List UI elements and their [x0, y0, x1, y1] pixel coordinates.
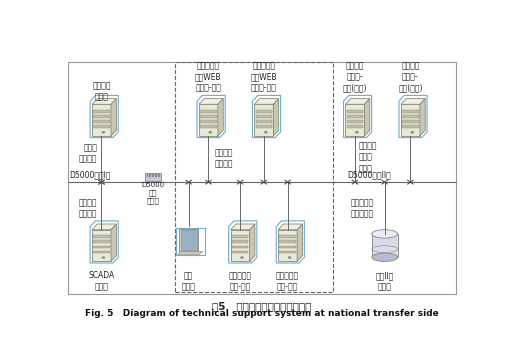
- Polygon shape: [401, 98, 425, 104]
- Polygon shape: [420, 98, 425, 136]
- Polygon shape: [230, 230, 249, 261]
- Circle shape: [288, 256, 291, 259]
- Text: 计划结果
校核调
整结果: 计划结果 校核调 整结果: [359, 142, 378, 173]
- Polygon shape: [278, 224, 303, 230]
- Polygon shape: [94, 246, 110, 248]
- Polygon shape: [200, 120, 217, 123]
- Polygon shape: [181, 230, 197, 250]
- Polygon shape: [145, 173, 161, 181]
- Polygon shape: [94, 125, 110, 128]
- Text: 计划测试服
务器-备机: 计划测试服 务器-备机: [276, 271, 299, 291]
- Polygon shape: [280, 246, 296, 248]
- Polygon shape: [256, 110, 272, 113]
- Polygon shape: [94, 120, 110, 123]
- Polygon shape: [256, 120, 272, 123]
- Polygon shape: [278, 230, 297, 261]
- Ellipse shape: [372, 253, 398, 261]
- Polygon shape: [94, 115, 110, 118]
- Polygon shape: [187, 251, 191, 253]
- Ellipse shape: [372, 229, 398, 238]
- Polygon shape: [218, 98, 223, 136]
- Polygon shape: [402, 110, 419, 113]
- Polygon shape: [280, 241, 296, 243]
- Polygon shape: [200, 110, 217, 113]
- Polygon shape: [347, 125, 363, 128]
- Polygon shape: [155, 174, 157, 178]
- Polygon shape: [92, 104, 111, 136]
- Text: SCADA
服务器: SCADA 服务器: [88, 271, 114, 291]
- Circle shape: [411, 131, 414, 133]
- Polygon shape: [92, 224, 117, 230]
- Text: 计划校核
服务器-
主机(已有): 计划校核 服务器- 主机(已有): [343, 61, 367, 92]
- Polygon shape: [256, 125, 272, 128]
- Polygon shape: [232, 236, 248, 238]
- Circle shape: [240, 256, 244, 259]
- Polygon shape: [347, 120, 363, 123]
- Polygon shape: [280, 236, 296, 238]
- Circle shape: [102, 256, 105, 259]
- Polygon shape: [92, 230, 111, 261]
- Polygon shape: [111, 98, 117, 136]
- Text: 网络信息
量测信息: 网络信息 量测信息: [79, 198, 98, 218]
- Polygon shape: [347, 115, 363, 118]
- Text: Fig. 5   Diagram of technical support system at national transfer side: Fig. 5 Diagram of technical support syst…: [85, 309, 439, 318]
- Text: 市场数据存
储计量信息: 市场数据存 储计量信息: [351, 198, 374, 218]
- Polygon shape: [256, 115, 272, 118]
- Polygon shape: [249, 224, 255, 261]
- Polygon shape: [345, 98, 370, 104]
- Text: 图5   国调侧技术支持系统结构图: 图5 国调侧技术支持系统结构图: [212, 301, 312, 311]
- Circle shape: [264, 131, 267, 133]
- Text: 测试
工作站: 测试 工作站: [182, 271, 196, 291]
- Text: D5000
安全
交换机: D5000 安全 交换机: [142, 182, 165, 204]
- Text: D5000安全I网: D5000安全I网: [69, 170, 110, 179]
- Polygon shape: [401, 104, 420, 136]
- Circle shape: [355, 131, 358, 133]
- Polygon shape: [200, 115, 217, 118]
- Polygon shape: [372, 234, 398, 257]
- Polygon shape: [273, 98, 278, 136]
- Polygon shape: [280, 251, 296, 253]
- Polygon shape: [200, 125, 217, 128]
- Polygon shape: [178, 251, 203, 255]
- Text: 日内调度
服务器: 日内调度 服务器: [92, 82, 111, 102]
- Text: 计划测试服
务器-主机: 计划测试服 务器-主机: [228, 271, 252, 291]
- Polygon shape: [199, 104, 218, 136]
- Text: 跨省区现货
市场WEB
服务器-备机: 跨省区现货 市场WEB 服务器-备机: [250, 61, 277, 92]
- Polygon shape: [158, 174, 159, 178]
- Polygon shape: [347, 110, 363, 113]
- Polygon shape: [94, 110, 110, 113]
- Polygon shape: [402, 115, 419, 118]
- Polygon shape: [345, 104, 364, 136]
- Polygon shape: [92, 98, 117, 104]
- Polygon shape: [147, 174, 148, 178]
- Polygon shape: [179, 229, 198, 251]
- Polygon shape: [94, 251, 110, 253]
- Text: 市场出清
结算信息: 市场出清 结算信息: [215, 149, 233, 169]
- Circle shape: [102, 131, 105, 133]
- Text: D5000安全II网: D5000安全II网: [347, 170, 391, 179]
- Polygon shape: [297, 224, 303, 261]
- Polygon shape: [364, 98, 370, 136]
- Text: 调度员
调整结果: 调度员 调整结果: [79, 143, 98, 163]
- Polygon shape: [199, 98, 223, 104]
- Polygon shape: [230, 224, 255, 230]
- Polygon shape: [402, 125, 419, 128]
- Polygon shape: [232, 246, 248, 248]
- Polygon shape: [254, 98, 278, 104]
- Polygon shape: [94, 241, 110, 243]
- Polygon shape: [152, 174, 154, 178]
- Polygon shape: [232, 251, 248, 253]
- Polygon shape: [94, 236, 110, 238]
- Polygon shape: [232, 241, 248, 243]
- Text: 计划校核
服务器-
备机(已有): 计划校核 服务器- 备机(已有): [398, 61, 423, 92]
- Polygon shape: [402, 120, 419, 123]
- Polygon shape: [150, 174, 151, 178]
- Text: 跨省区现货
市场WEB
服务器-主机: 跨省区现货 市场WEB 服务器-主机: [195, 61, 222, 92]
- Text: 国调II区
数据库: 国调II区 数据库: [376, 271, 394, 291]
- Polygon shape: [254, 104, 273, 136]
- Circle shape: [208, 131, 212, 133]
- Polygon shape: [111, 224, 117, 261]
